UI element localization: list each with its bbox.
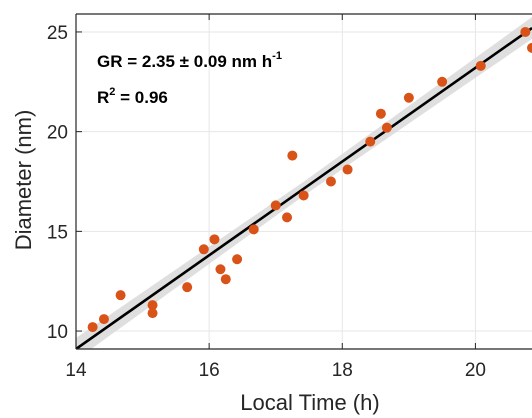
data-point: [87, 322, 98, 333]
data-point: [365, 136, 376, 147]
data-point: [232, 254, 243, 265]
y-axis-label: Diameter (nm): [11, 110, 36, 251]
data-point: [282, 212, 293, 223]
x-tick-label: 20: [465, 360, 486, 381]
data-point: [115, 290, 126, 301]
data-point: [527, 42, 532, 53]
data-point: [198, 244, 209, 255]
data-point: [403, 92, 414, 103]
tick-labels: 14 16 18 20 10 15 20 25: [47, 23, 486, 381]
axes: [75, 13, 532, 350]
y-tick-label: 15: [47, 222, 68, 243]
data-point: [215, 264, 226, 275]
data-point: [98, 314, 109, 325]
data-point: [220, 274, 231, 285]
data-point: [325, 176, 336, 187]
data-point: [248, 224, 259, 235]
y-tick-label: 20: [47, 123, 68, 144]
y-tick-label: 10: [47, 322, 68, 343]
data-point: [298, 190, 309, 201]
annotation-growth-rate: GR = 2.35 ± 0.09 nm h-1: [97, 50, 282, 71]
data-point: [182, 282, 193, 293]
data-point: [437, 76, 448, 87]
data-point: [287, 150, 298, 161]
data-point: [147, 308, 158, 319]
annotation-r-squared: R2 = 0.96: [97, 86, 168, 107]
x-tick-label: 14: [65, 360, 87, 381]
data-point: [375, 108, 386, 119]
data-point: [147, 300, 158, 311]
y-tick-label: 25: [47, 23, 68, 44]
fit-line: [76, 26, 532, 349]
data-point: [342, 164, 353, 175]
data-point: [520, 26, 531, 37]
x-tick-label: 16: [199, 360, 220, 381]
data-point: [475, 60, 486, 71]
data-point: [270, 200, 281, 211]
regression-line: [76, 26, 532, 349]
confidence-band: [76, 17, 532, 349]
data-points: [87, 26, 532, 333]
x-tick-label: 18: [332, 360, 353, 381]
data-point: [381, 122, 392, 133]
x-axis-label: Local Time (h): [240, 390, 379, 415]
confidence-band-area: [76, 17, 532, 349]
data-point: [209, 234, 220, 245]
